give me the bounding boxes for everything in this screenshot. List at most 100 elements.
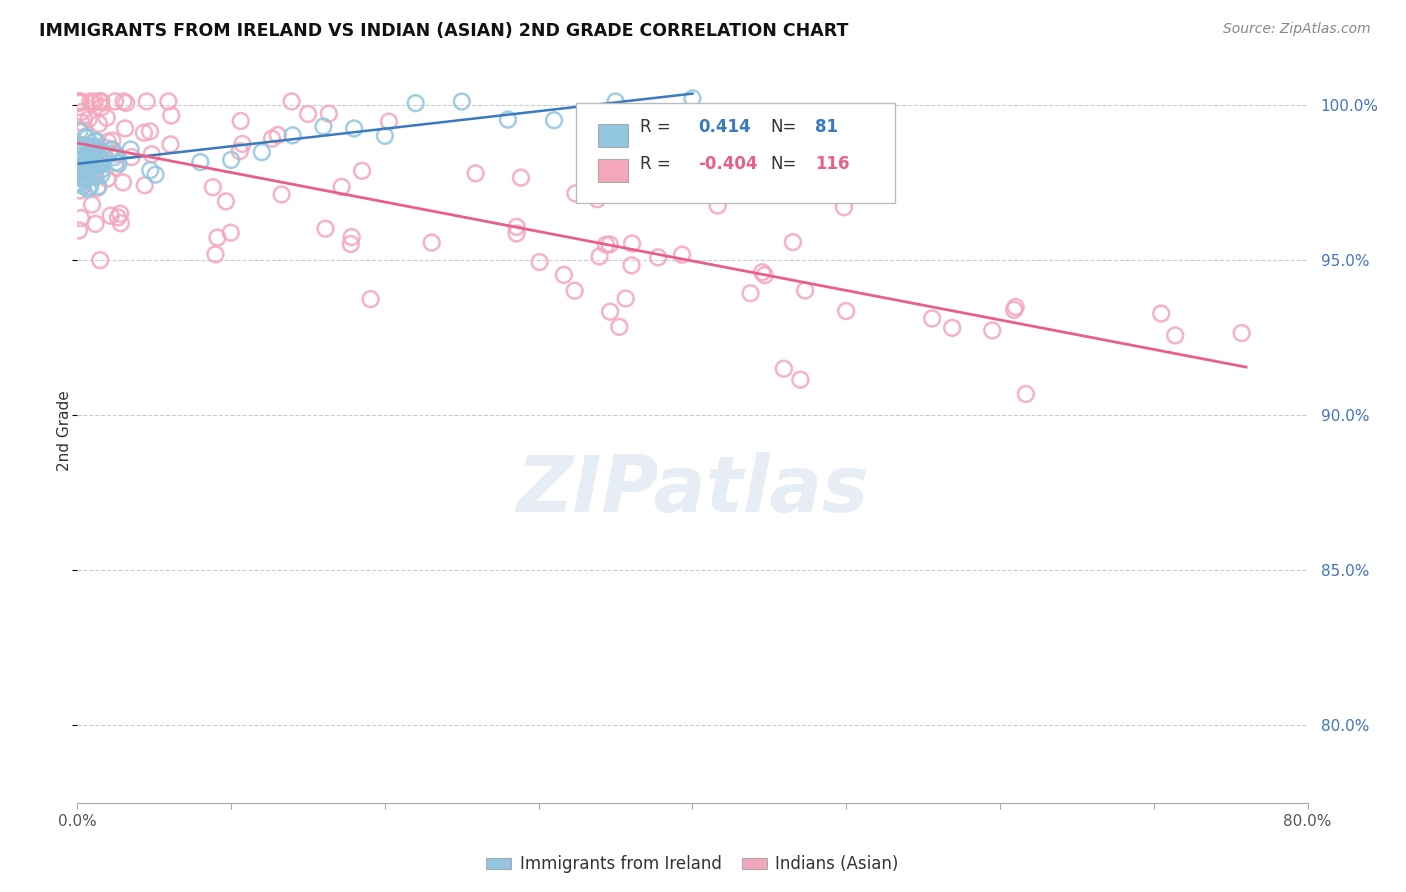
Point <box>318 106 340 120</box>
Point <box>72 162 94 177</box>
Point <box>1015 387 1038 401</box>
Point <box>70 211 93 226</box>
Point <box>529 255 551 269</box>
Point <box>110 216 132 230</box>
Point <box>79 142 101 156</box>
Point <box>67 137 90 152</box>
Point <box>339 237 361 252</box>
Point <box>505 219 527 234</box>
Point <box>69 165 91 179</box>
Point <box>80 139 103 153</box>
Point <box>352 164 374 178</box>
Point <box>67 95 90 109</box>
Text: 116: 116 <box>815 155 851 173</box>
Point <box>706 199 728 213</box>
Point <box>543 113 565 128</box>
Point <box>83 95 105 109</box>
FancyBboxPatch shape <box>598 123 628 147</box>
Point <box>104 160 127 174</box>
Point <box>420 235 443 250</box>
Point <box>70 153 93 168</box>
Point <box>505 227 527 241</box>
Point <box>107 156 129 170</box>
Point <box>343 121 366 136</box>
Point <box>76 169 98 183</box>
Point <box>229 144 252 158</box>
Point <box>90 95 112 109</box>
Point <box>115 95 138 110</box>
Point <box>76 158 98 172</box>
Point <box>204 247 226 261</box>
Point <box>464 166 486 180</box>
Point <box>96 111 118 125</box>
Point <box>101 134 124 148</box>
Point <box>80 161 103 175</box>
Point <box>607 319 630 334</box>
Point <box>250 145 273 160</box>
Point <box>360 292 382 306</box>
Point <box>79 150 101 164</box>
Point <box>77 181 100 195</box>
Point <box>82 145 104 159</box>
Point <box>86 181 108 195</box>
Point <box>83 145 105 160</box>
Point <box>90 158 112 172</box>
Point <box>104 146 127 161</box>
Point <box>82 96 104 111</box>
Point <box>87 179 110 194</box>
Point <box>553 268 575 282</box>
Point <box>76 155 98 169</box>
Text: 0.414: 0.414 <box>699 118 751 136</box>
Text: -0.404: -0.404 <box>699 155 758 173</box>
Point <box>73 172 96 186</box>
Point <box>67 154 90 169</box>
Point <box>83 142 105 156</box>
Y-axis label: 2nd Grade: 2nd Grade <box>56 390 72 471</box>
Point <box>72 172 94 186</box>
Point <box>69 95 91 110</box>
Point <box>107 211 129 225</box>
Point <box>84 135 107 149</box>
Point <box>599 237 621 252</box>
Point <box>84 152 107 166</box>
Point <box>496 112 519 127</box>
Point <box>201 180 224 194</box>
Point <box>378 114 401 128</box>
Point <box>314 221 336 235</box>
Point <box>76 166 98 180</box>
FancyBboxPatch shape <box>598 159 628 182</box>
Point <box>84 145 107 160</box>
Text: R =: R = <box>640 155 671 173</box>
Point <box>69 124 91 138</box>
Point <box>87 152 110 166</box>
Point <box>754 268 776 282</box>
Point <box>96 171 118 186</box>
Point <box>76 141 98 155</box>
Point <box>70 105 93 120</box>
Point <box>671 247 693 261</box>
Point <box>207 230 229 244</box>
Point <box>89 253 111 268</box>
Point <box>67 150 90 164</box>
Point <box>72 110 94 124</box>
Point <box>90 153 112 168</box>
Point <box>70 138 93 153</box>
Point <box>79 179 101 194</box>
Point <box>647 251 669 265</box>
Point <box>510 170 533 185</box>
Point <box>100 143 122 157</box>
Point <box>90 95 112 109</box>
Point <box>160 109 183 123</box>
Point <box>75 129 97 144</box>
Point <box>231 136 253 151</box>
Point <box>682 91 704 105</box>
Point <box>132 126 155 140</box>
Point <box>841 172 863 186</box>
Point <box>1004 300 1026 314</box>
Text: N=: N= <box>770 155 796 173</box>
Point <box>599 304 621 318</box>
Point <box>91 155 114 169</box>
Point <box>330 179 353 194</box>
Point <box>789 373 811 387</box>
Point <box>1150 307 1173 321</box>
